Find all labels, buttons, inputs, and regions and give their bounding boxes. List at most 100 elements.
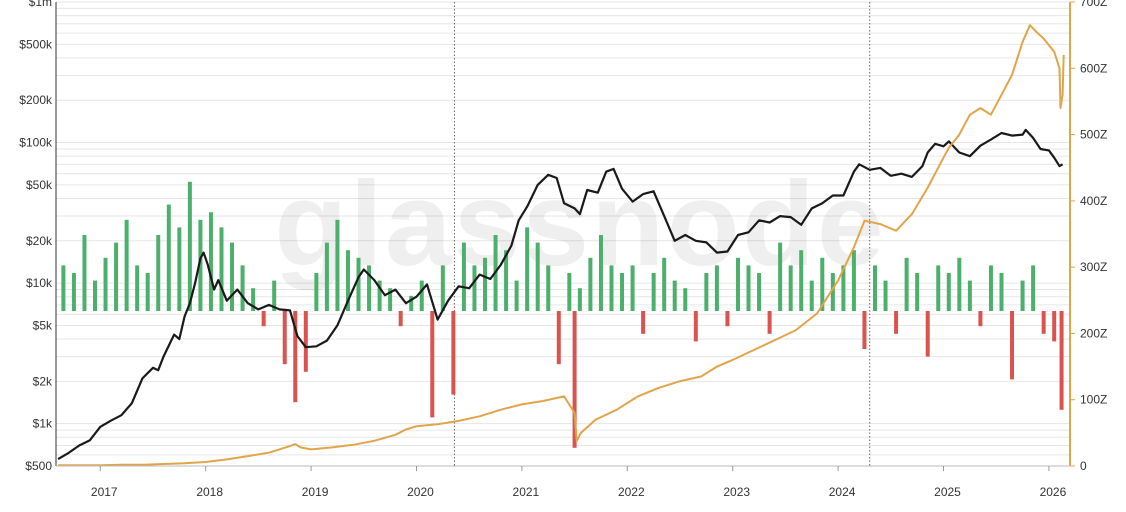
net-change-bar (324, 242, 329, 311)
net-change-bar (177, 227, 182, 311)
y-right-tick-label: 500Z (1080, 128, 1107, 142)
net-change-bar (82, 235, 87, 311)
net-change-bar (388, 288, 393, 311)
y-right-tick-label: 0 (1080, 459, 1087, 473)
y-right-tick-label: 700Z (1080, 0, 1107, 9)
net-change-bar (809, 280, 814, 311)
net-change-bar (208, 212, 213, 311)
net-change-bar (641, 311, 646, 334)
net-change-bar (746, 265, 751, 311)
net-change-bar (778, 242, 783, 311)
net-change-bar (967, 280, 972, 311)
net-change-bar (293, 311, 298, 403)
net-change-bar (124, 219, 129, 311)
net-change-bar (272, 280, 277, 311)
x-tick-label: 2026 (1040, 485, 1067, 499)
bars-layer (61, 181, 1064, 448)
x-tick-label: 2023 (723, 485, 750, 499)
net-change-bar (556, 311, 561, 365)
net-change-bar (440, 265, 445, 311)
y-left-tick-label: $10k (26, 276, 53, 290)
net-change-bar (693, 311, 698, 342)
net-change-bar (799, 250, 804, 311)
halving-layer (453, 2, 871, 466)
net-change-bar (71, 273, 76, 311)
supply-line (58, 24, 1065, 467)
net-change-bar (662, 257, 667, 311)
watermark: glassnode (274, 157, 886, 291)
net-change-bar (219, 227, 224, 311)
net-change-bar (714, 265, 719, 311)
y-right-tick-label: 200Z (1080, 326, 1107, 340)
net-change-bar (166, 204, 171, 311)
net-change-bar (1010, 311, 1015, 380)
net-change-bar (377, 280, 382, 311)
y-left-tick-label: $500k (19, 37, 53, 51)
net-change-bar (936, 265, 941, 311)
y-left-tick-label: $100k (19, 136, 53, 150)
net-change-bar (135, 265, 140, 311)
net-change-bar (261, 311, 266, 327)
net-change-bar (988, 265, 993, 311)
net-change-bar (451, 311, 456, 395)
net-change-bar (704, 273, 709, 311)
y-right-tick-label: 400Z (1080, 194, 1107, 208)
y-right-tick-label: 300Z (1080, 260, 1107, 274)
y-left-tick-label: $50k (26, 178, 53, 192)
net-change-bar (577, 288, 582, 311)
net-change-bar (345, 250, 350, 311)
net-change-bar (419, 280, 424, 311)
net-change-bar (651, 273, 656, 311)
x-tick-label: 2019 (302, 485, 329, 499)
y-left-tick-label: $1k (33, 417, 53, 431)
net-change-bar (841, 265, 846, 311)
net-change-bar (725, 311, 730, 327)
net-change-bar (514, 280, 519, 311)
net-change-bar (535, 242, 540, 311)
net-change-bar (282, 311, 287, 365)
net-change-bar (230, 242, 235, 311)
x-tick-label: 2021 (513, 485, 540, 499)
net-change-bar (335, 219, 340, 311)
net-change-bar (873, 265, 877, 311)
x-tick-label: 2017 (91, 485, 118, 499)
net-change-bar (1059, 311, 1064, 410)
net-change-bar (483, 257, 487, 311)
net-change-bar (1031, 265, 1036, 311)
y-right-tick-label: 600Z (1080, 61, 1107, 75)
net-change-bar (978, 311, 983, 327)
net-change-bar (672, 280, 677, 311)
net-change-bar (546, 265, 551, 311)
lines-layer (57, 24, 1065, 467)
net-change-bar (883, 280, 888, 311)
net-change-bar (1052, 311, 1057, 342)
net-change-bar (525, 227, 530, 311)
net-change-bar (683, 288, 688, 311)
y-left-tick-label: $1m (29, 0, 52, 9)
net-change-bar (93, 280, 97, 311)
net-change-bar (851, 250, 856, 311)
net-change-bar (430, 311, 435, 418)
net-change-bar (356, 257, 361, 311)
net-change-bar (894, 311, 899, 334)
price-line (57, 128, 1064, 461)
net-change-bar (303, 311, 308, 372)
net-change-bar (946, 273, 951, 311)
net-change-bar (251, 288, 256, 311)
net-change-bar (572, 311, 577, 448)
net-change-bar (915, 273, 920, 311)
x-tick-label: 2018 (196, 485, 223, 499)
x-tick-label: 2020 (407, 485, 434, 499)
net-change-bar (567, 273, 572, 311)
net-change-bar (314, 273, 319, 311)
net-change-bar (240, 265, 245, 311)
x-tick-label: 2022 (618, 485, 645, 499)
net-change-bar (609, 265, 614, 311)
net-change-bar (788, 265, 793, 311)
net-change-bar (367, 265, 372, 311)
net-change-bar (630, 265, 635, 311)
net-change-bar (114, 242, 119, 311)
net-change-bar (862, 311, 867, 349)
net-change-bar (925, 311, 930, 357)
